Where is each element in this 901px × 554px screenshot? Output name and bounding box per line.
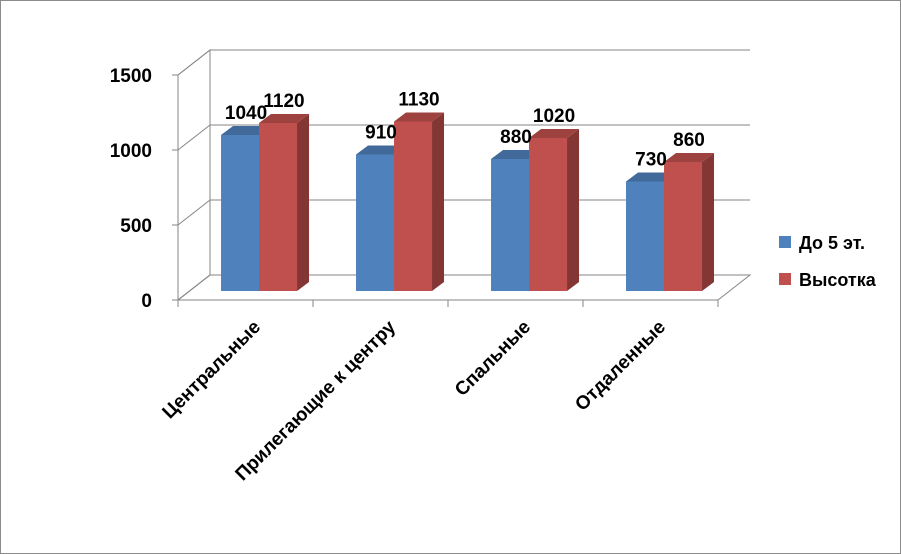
gridline <box>177 49 750 76</box>
category-label: Центральные <box>159 317 266 424</box>
side-wall <box>177 48 211 302</box>
bar <box>221 135 260 291</box>
data-label: 1040 <box>225 103 267 124</box>
bar <box>394 121 433 291</box>
data-label: 910 <box>365 123 397 144</box>
bar <box>529 138 568 291</box>
legend-swatch <box>779 273 791 285</box>
gridline <box>177 124 750 151</box>
bar-top <box>529 129 580 138</box>
legend-label: Высотка <box>799 270 877 290</box>
data-label: 1130 <box>398 90 439 111</box>
bar-top <box>221 126 272 135</box>
category-label: Отдаленные <box>571 317 670 416</box>
bar-top <box>356 145 407 155</box>
bar <box>664 162 703 291</box>
y-tick-label: 0 <box>141 291 152 312</box>
data-label: 730 <box>635 150 667 171</box>
y-tick-label: 1000 <box>110 141 152 162</box>
legend-label: До 5 эт. <box>799 233 865 253</box>
bar-side <box>567 129 580 291</box>
y-tick-label: 500 <box>120 216 152 237</box>
bar-top <box>491 150 542 159</box>
legend-swatch <box>779 236 791 248</box>
data-label: 880 <box>500 127 532 148</box>
bar-top <box>259 114 310 123</box>
bar-side <box>432 112 445 291</box>
data-label: 860 <box>673 130 705 151</box>
bar-top <box>394 112 445 122</box>
bar <box>626 181 665 291</box>
data-label: 1120 <box>263 91 304 112</box>
y-tick-label: 1500 <box>110 66 152 87</box>
bar <box>356 154 395 291</box>
bar-top <box>626 172 677 182</box>
bar-side <box>702 153 715 291</box>
category-label: Прилегающие к центру <box>232 316 401 485</box>
data-label: 1020 <box>533 106 575 127</box>
bar-top <box>664 153 715 162</box>
bar <box>491 159 530 291</box>
bar-side <box>297 114 310 291</box>
bar <box>259 123 298 291</box>
category-label: Спальные <box>451 317 535 401</box>
